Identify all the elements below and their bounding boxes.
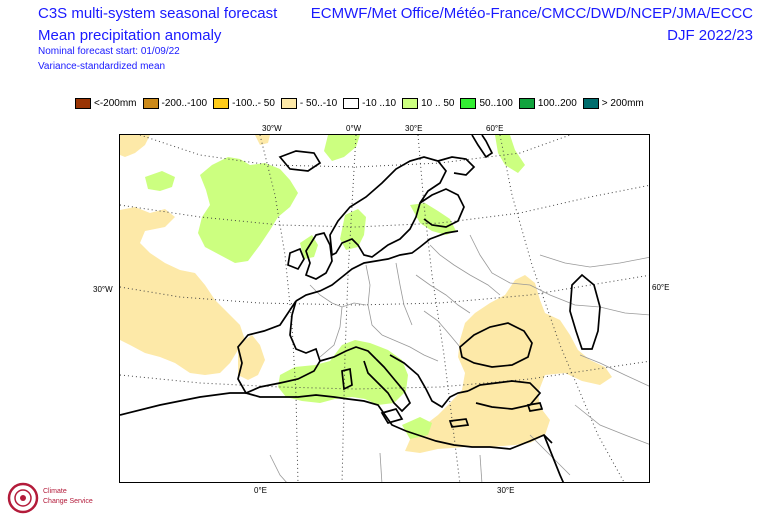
anomaly-wet-scandinavia [340,209,366,250]
coast-turkey [467,380,542,410]
coast-crete [448,418,470,428]
legend-item: -10 ..10 [343,97,397,109]
anomaly-wet-norway-sea [324,135,360,161]
anomaly-wet-libya [402,417,432,439]
lon-label-30w-top: 30°W [262,124,282,133]
coast-continent [295,230,459,302]
coast-iberia [237,300,321,395]
chart-title: C3S multi-system seasonal forecast [38,5,278,22]
coast-iceland [278,150,322,172]
anomaly-wet-baltic [410,203,456,235]
legend-label: 50..100 [479,97,513,109]
legend-swatch [343,97,360,109]
coast-caspian [569,273,601,350]
coastlines [120,135,601,482]
coast-france-med [319,346,377,362]
legend-item: 100..200 [518,97,577,109]
legend-swatch [213,97,230,109]
anomaly-dry-east [405,275,612,453]
coast-red-sea [543,434,565,482]
coast-kola [437,156,476,176]
season-title: DJF 2022/23 [667,27,753,44]
precip-legend: <-200mm -200..-100 -100..- 50 - 50..-10 … [75,96,650,110]
legend-label: 100..200 [537,97,577,109]
anomaly-dry-greenland [120,135,150,157]
legend-item: -200..-100 [142,97,208,109]
legend-label: -200..-100 [161,97,208,109]
legend-item: - 50..-10 [280,97,338,109]
coast-uk [304,232,333,280]
legend-swatch [402,97,419,109]
coast-scandinavia [329,156,448,258]
anomaly-dry-atlantic [120,207,245,375]
legend-item: > 200mm [582,97,644,109]
legend-item: 50..100 [460,97,513,109]
legend-swatch [75,97,91,109]
anomaly-wet-north-atlantic [198,157,298,263]
lat-label-30w-left: 30°W [93,285,113,294]
lon-label-60e-top: 60°E [486,124,504,133]
coast-balkans [389,354,469,409]
coast-africa [120,392,553,450]
coast-black-sea [459,322,533,368]
coast-cyprus [526,402,544,412]
europe-map-svg [120,135,649,482]
legend-swatch [582,97,599,109]
legend-swatch [460,97,477,109]
legend-label: -100..- 50 [232,97,275,109]
anomaly-dry-north [255,135,270,145]
legend-label: <-200mm [94,97,137,109]
copernicus-logo-icon [7,482,39,514]
legend-item: -100..- 50 [213,97,275,109]
lon-label-30e-bottom: 30°E [497,486,515,495]
logo-text-line2: Change Service [43,498,93,505]
legend-item: <-200mm [75,97,137,109]
lon-label-0-bottom: 0°E [254,486,267,495]
coast-ireland [287,247,305,271]
coast-sicily [380,408,404,424]
legend-item: 10 .. 50 [402,97,455,109]
legend-swatch [280,97,297,109]
coast-sardinia [341,367,353,391]
logo-text-line1: Climate [43,488,67,495]
legend-label: 10 .. 50 [421,97,455,109]
legend-label: - 50..-10 [299,97,338,109]
anomaly-wet-iceland [145,171,175,191]
lon-label-0-top: 0°W [346,124,362,133]
coast-finland [419,188,465,228]
variance-text: Variance-standardized mean [38,61,166,72]
legend-label: -10 ..10 [362,97,397,109]
map-panel [119,134,650,483]
centres-title: ECMWF/Met Office/Météo-France/CMCC/DWD/N… [310,5,753,22]
country-borders [269,234,649,482]
legend-label: > 200mm [601,97,644,109]
chart-subtitle: Mean precipitation anomaly [38,27,222,44]
coast-novaya [471,135,494,159]
lat-label-60e-right: 60°E [652,283,670,292]
anomaly-dry-iberia [238,335,265,380]
anomaly-wet-barents [495,135,525,173]
legend-swatch [142,97,159,109]
coast-italy [363,358,412,413]
forecast-start-text: Nominal forecast start: 01/09/22 [38,46,180,57]
lon-label-30e-top: 30°E [405,124,423,133]
legend-swatch [518,97,535,109]
